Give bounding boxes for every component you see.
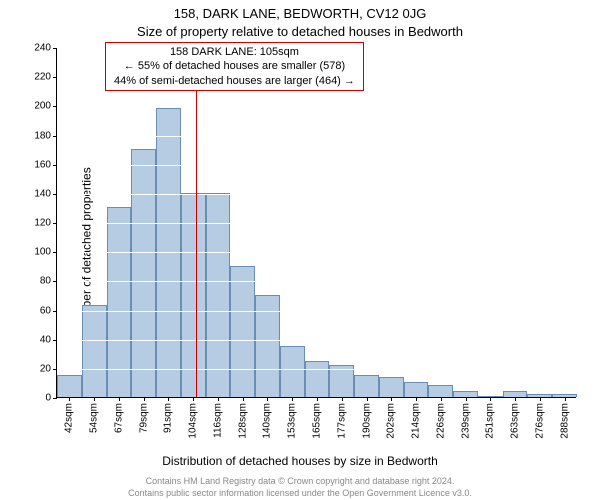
xtick-label: 140sqm: [262, 403, 273, 439]
xtick-mark: [94, 397, 95, 401]
histogram-bar: [503, 391, 528, 397]
grid-line: [57, 340, 576, 341]
ytick-label: 0: [45, 393, 51, 404]
histogram-bar: [379, 377, 404, 397]
xtick-label: 42sqm: [64, 403, 75, 433]
xtick-label: 226sqm: [435, 403, 446, 439]
xtick-label: 116sqm: [212, 403, 223, 438]
histogram-bar: [527, 394, 552, 397]
ytick-label: 140: [34, 188, 51, 199]
ytick-label: 40: [40, 334, 51, 345]
xtick-mark: [193, 397, 194, 401]
footnote-copyright: Contains HM Land Registry data © Crown c…: [0, 476, 600, 486]
xtick-mark: [466, 397, 467, 401]
histogram-bar: [305, 361, 330, 397]
ytick-label: 80: [40, 276, 51, 287]
histogram-bar: [57, 375, 82, 397]
histogram-bar: [230, 266, 255, 397]
xtick-mark: [317, 397, 318, 401]
xtick-mark: [367, 397, 368, 401]
xtick-label: 54sqm: [89, 403, 100, 433]
grid-line: [57, 194, 576, 195]
xtick-mark: [416, 397, 417, 401]
annotation-line2: ← 55% of detached houses are smaller (57…: [114, 59, 355, 73]
annotation-line1: 158 DARK LANE: 105sqm: [114, 45, 355, 59]
xtick-mark: [565, 397, 566, 401]
ytick-label: 180: [34, 130, 51, 141]
xtick-label: 165sqm: [312, 403, 323, 439]
grid-line: [57, 136, 576, 137]
ytick-label: 240: [34, 43, 51, 54]
xtick-label: 128sqm: [237, 403, 248, 439]
grid-line: [57, 106, 576, 107]
xtick-label: 202sqm: [386, 403, 397, 439]
chart-container: 158, DARK LANE, BEDWORTH, CV12 0JG Size …: [0, 0, 600, 500]
histogram-bar: [82, 305, 107, 397]
xtick-label: 79sqm: [138, 403, 149, 433]
xtick-label: 177sqm: [336, 403, 347, 439]
xtick-mark: [441, 397, 442, 401]
xtick-label: 91sqm: [163, 403, 174, 433]
reference-line: [196, 47, 197, 397]
xtick-label: 263sqm: [510, 403, 521, 439]
histogram-bar: [280, 346, 305, 397]
xtick-mark: [168, 397, 169, 401]
histogram-bar: [478, 396, 503, 397]
xtick-mark: [218, 397, 219, 401]
xtick-label: 214sqm: [411, 403, 422, 439]
ytick-label: 200: [34, 101, 51, 112]
histogram-bar: [404, 382, 429, 397]
grid-line: [57, 369, 576, 370]
xtick-label: 276sqm: [534, 403, 545, 439]
grid-line: [57, 311, 576, 312]
ytick-label: 60: [40, 305, 51, 316]
xtick-mark: [342, 397, 343, 401]
grid-line: [57, 252, 576, 253]
xtick-mark: [540, 397, 541, 401]
xtick-label: 104sqm: [188, 403, 199, 439]
xtick-mark: [69, 397, 70, 401]
xtick-label: 67sqm: [113, 403, 124, 433]
xtick-mark: [515, 397, 516, 401]
xtick-mark: [292, 397, 293, 401]
footnote-licence: Contains public sector information licen…: [0, 488, 600, 498]
xtick-label: 153sqm: [287, 403, 298, 439]
ytick-label: 120: [34, 218, 51, 229]
ytick-mark: [53, 398, 57, 399]
xtick-label: 190sqm: [361, 403, 372, 439]
xtick-label: 239sqm: [460, 403, 471, 439]
xtick-label: 251sqm: [485, 403, 496, 439]
xtick-mark: [267, 397, 268, 401]
annotation-line3: 44% of semi-detached houses are larger (…: [114, 74, 355, 88]
grid-line: [57, 223, 576, 224]
histogram-bar: [453, 391, 478, 397]
grid-line: [57, 281, 576, 282]
histogram-bar: [131, 149, 156, 397]
x-axis-label: Distribution of detached houses by size …: [0, 454, 600, 468]
xtick-mark: [144, 397, 145, 401]
histogram-bar: [428, 385, 453, 397]
plot-area: 02040608010012014016018020022024042sqm54…: [56, 48, 576, 398]
histogram-bar: [354, 375, 379, 397]
xtick-mark: [243, 397, 244, 401]
annotation-box: 158 DARK LANE: 105sqm ← 55% of detached …: [105, 42, 364, 91]
ytick-label: 160: [34, 159, 51, 170]
histogram-bar: [552, 394, 577, 397]
xtick-mark: [391, 397, 392, 401]
xtick-mark: [490, 397, 491, 401]
chart-subtitle: Size of property relative to detached ho…: [0, 24, 600, 39]
xtick-mark: [119, 397, 120, 401]
ytick-label: 100: [34, 247, 51, 258]
ytick-label: 220: [34, 72, 51, 83]
xtick-label: 288sqm: [559, 403, 570, 439]
ytick-label: 20: [40, 363, 51, 374]
grid-line: [57, 165, 576, 166]
address-title: 158, DARK LANE, BEDWORTH, CV12 0JG: [0, 6, 600, 21]
